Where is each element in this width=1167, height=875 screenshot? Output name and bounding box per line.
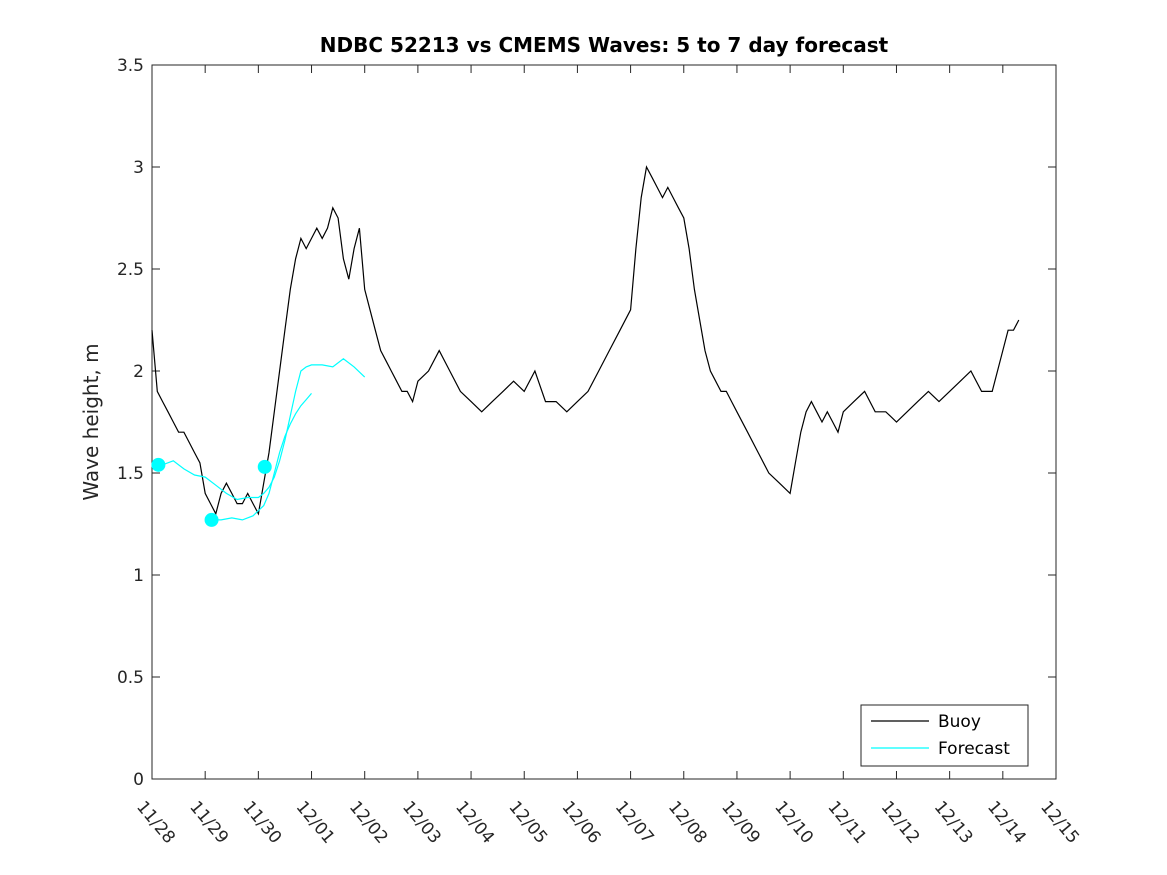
x-tick-label: 12/11 [823, 797, 870, 847]
x-tick-label: 12/09 [717, 797, 764, 847]
series-layer [151, 165, 1020, 527]
buoy-series-line [151, 165, 1020, 516]
x-tick-label: 12/08 [664, 797, 711, 847]
legend-label: Forecast [938, 739, 1010, 759]
x-tick-label: 12/04 [451, 797, 498, 847]
legend-box [860, 704, 1029, 767]
x-tick-label: 11/29 [185, 797, 232, 847]
y-tick-label: 3 [133, 158, 144, 178]
x-tick-label: 12/15 [1036, 797, 1083, 847]
x-tick-label: 12/12 [877, 797, 924, 847]
y-tick-label: 0.5 [117, 668, 144, 688]
x-tick-label: 11/30 [239, 797, 286, 847]
plot-area [151, 64, 1057, 780]
forecast-marker [204, 512, 219, 527]
forecast-marker [151, 457, 166, 472]
y-tick-label: 1.5 [117, 464, 144, 484]
x-tick-label: 12/02 [345, 797, 392, 847]
forecast-marker [257, 459, 272, 474]
legend-label: Buoy [938, 712, 981, 732]
x-tick-label: 12/13 [930, 797, 977, 847]
y-axis: 0 0.5 1 1.5 2 2.5 3 3.5 [117, 56, 1056, 790]
y-tick-label: 2 [133, 362, 144, 382]
forecast-run-series-line [210, 393, 312, 521]
x-tick-label: 12/01 [292, 797, 339, 847]
x-tick-label: 12/05 [504, 797, 551, 847]
x-tick-label: 12/03 [398, 797, 445, 847]
y-tick-label: 1 [133, 566, 144, 586]
x-tick-label: 11/28 [132, 797, 179, 847]
x-tick-label: 12/10 [770, 797, 817, 847]
x-tick-label: 12/06 [558, 797, 605, 847]
x-tick-label: 12/07 [611, 797, 658, 847]
y-tick-label: 2.5 [117, 260, 144, 280]
x-tick-label: 12/14 [983, 797, 1030, 847]
legend: Buoy Forecast [860, 704, 1029, 767]
y-axis-label: Wave height, m [79, 343, 103, 500]
chart-title: NDBC 52213 vs CMEMS Waves: 5 to 7 day fo… [320, 33, 889, 57]
y-tick-label: 3.5 [117, 56, 144, 76]
y-tick-label: 0 [133, 770, 144, 790]
